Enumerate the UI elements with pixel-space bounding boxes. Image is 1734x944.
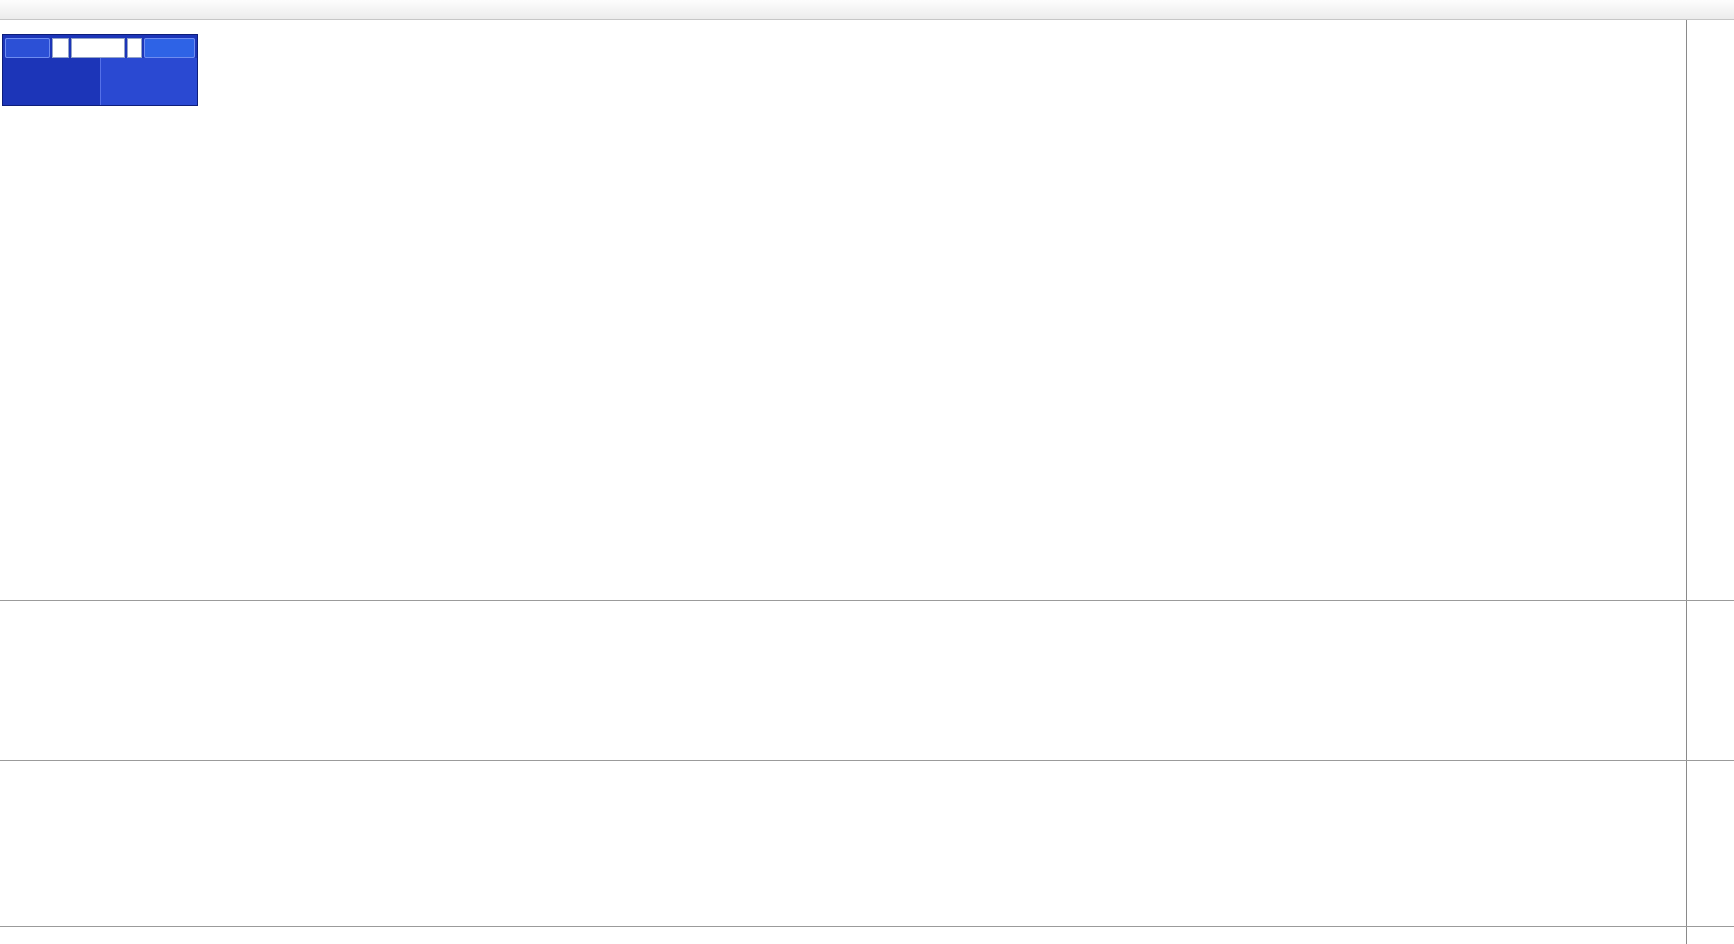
lot-dropdown-button[interactable]	[52, 37, 70, 58]
rsi-header	[4, 763, 10, 775]
toolbar	[0, 0, 1734, 20]
panel-separator	[0, 926, 1734, 927]
sell-button[interactable]	[5, 37, 51, 58]
candlestick-chart-canvas[interactable]	[0, 20, 1686, 600]
candlestick-chart[interactable]	[0, 20, 1686, 600]
panel-separator[interactable]	[0, 760, 1734, 761]
date-axis[interactable]	[0, 926, 1686, 944]
macd-panel[interactable]	[0, 601, 1686, 760]
macd-header	[4, 603, 16, 615]
buy-button[interactable]	[143, 37, 195, 58]
rsi-indicator	[0, 761, 1686, 926]
chart-title	[6, 22, 16, 34]
rsi-panel[interactable]	[0, 761, 1686, 926]
lot-spinner[interactable]	[127, 37, 142, 58]
lot-size-input[interactable]	[71, 37, 126, 58]
sell-price-display[interactable]	[3, 58, 100, 105]
buy-price-display[interactable]	[99, 58, 197, 105]
price-axis[interactable]	[1686, 20, 1734, 944]
panel-separator[interactable]	[0, 600, 1734, 601]
macd-indicator	[0, 601, 1686, 760]
one-click-trading-panel	[2, 34, 198, 106]
